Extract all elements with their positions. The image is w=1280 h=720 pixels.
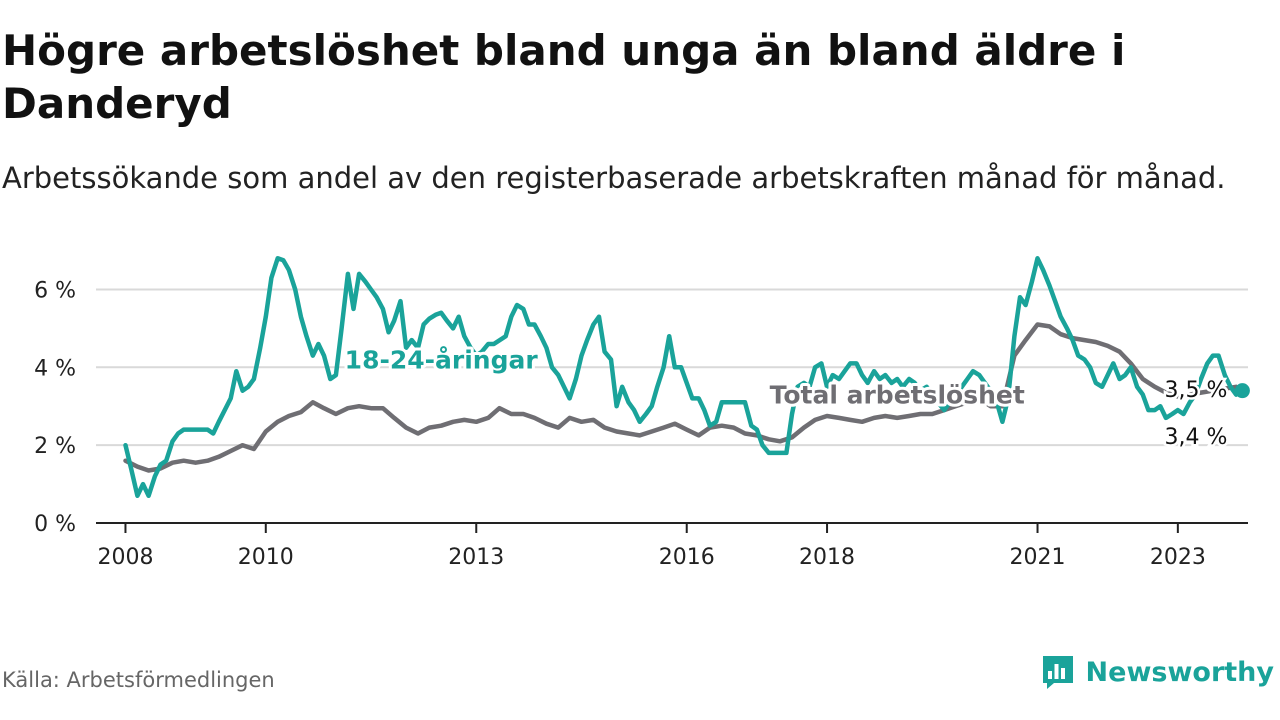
x-tick-label: 2023 xyxy=(1150,545,1206,570)
chart-subtitle: Arbetssökande som andel av den registerb… xyxy=(2,161,1226,195)
series-line-total xyxy=(123,322,1245,473)
x-tick-label: 2010 xyxy=(238,545,294,570)
series-label-youth: 18-24-åringar xyxy=(345,346,539,375)
end-value-label-total: 3,4 % xyxy=(1165,425,1228,450)
y-tick-label: 0 % xyxy=(34,512,76,537)
y-tick-label: 6 % xyxy=(34,278,76,303)
x-tick-label: 2021 xyxy=(1010,545,1066,570)
y-tick-label: 2 % xyxy=(34,434,76,459)
series-label-total: Total arbetslöshet xyxy=(770,381,1025,410)
brand-name: Newsworthy xyxy=(1085,656,1274,688)
y-tick-label: 4 % xyxy=(34,356,76,381)
x-tick-label: 2018 xyxy=(799,545,855,570)
x-tick-label: 2008 xyxy=(97,545,153,570)
bar-chart-logo-icon xyxy=(1042,656,1073,689)
source-credit: Källa: Arbetsförmedlingen xyxy=(2,668,275,692)
chart-title: Högre arbetslöshet bland unga än bland ä… xyxy=(2,26,1126,128)
end-marker-youth xyxy=(1234,383,1250,399)
line-chart: 0 % 2 % 4 % 6 % 2008 2010 2013 2016 2018 2021 2023… xyxy=(34,256,1250,570)
end-value-label-youth: 3,5 % xyxy=(1165,378,1228,403)
x-tick-label: 2013 xyxy=(448,545,504,570)
x-tick-label: 2016 xyxy=(659,545,715,570)
newsworthy-logo[interactable]: Newsworthy xyxy=(1040,652,1274,692)
series-line-youth xyxy=(123,256,1245,499)
